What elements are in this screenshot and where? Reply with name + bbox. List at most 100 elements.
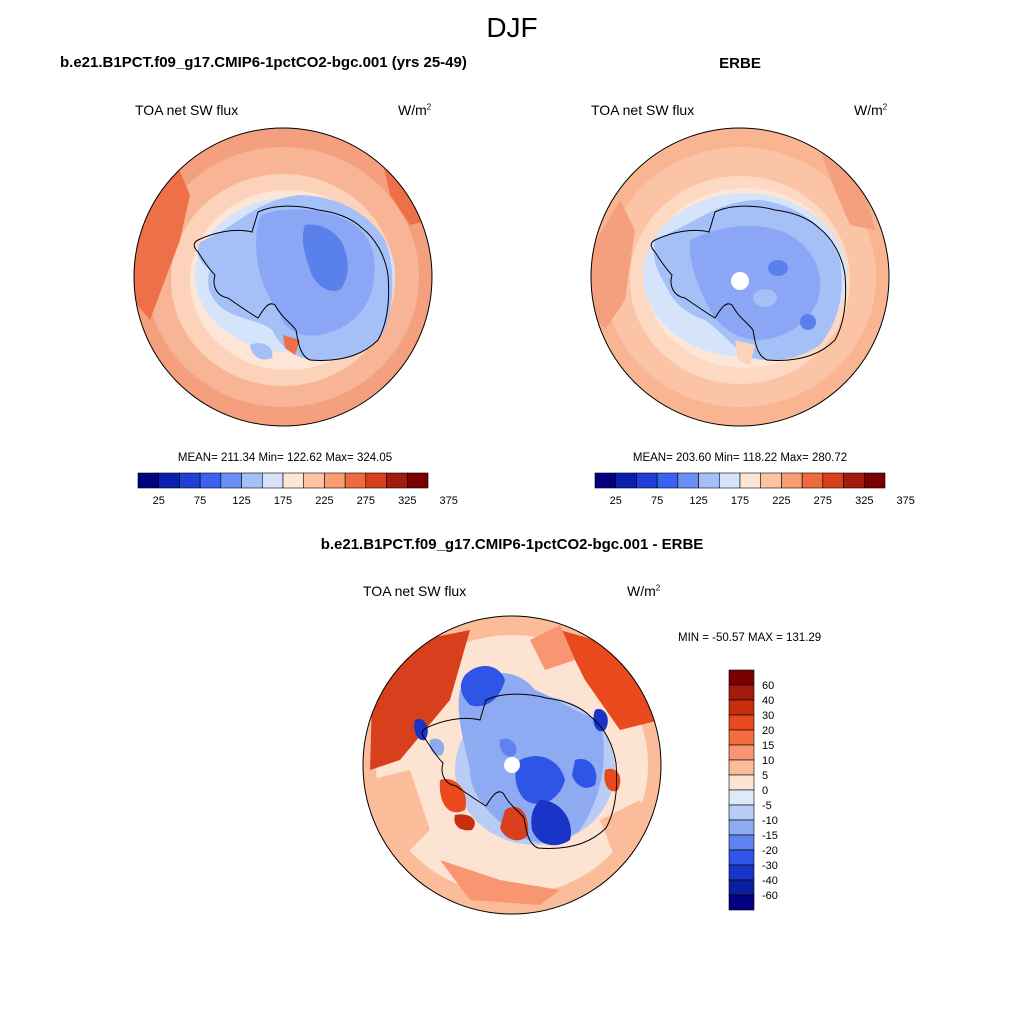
model-units-label: W/m2 (398, 102, 432, 118)
obs-colorbar-swatch (863, 472, 886, 489)
obs-units-label: W/m2 (854, 102, 888, 118)
model-colorbar-swatch (303, 472, 325, 489)
obs-colorbar-swatch (760, 472, 782, 489)
model-colorbar-tick-label: 375 (440, 495, 458, 507)
diff-panel-title: b.e21.B1PCT.f09_g17.CMIP6-1pctCO2-bgc.00… (320, 536, 704, 553)
model-colorbar-swatch (324, 472, 346, 489)
diff-colorbar-swatch (728, 684, 755, 701)
model-colorbar-tick-label: 325 (398, 495, 416, 507)
obs-colorbar-swatch (781, 472, 803, 489)
model-stats-text: MEAN= 211.34 Min= 122.62 Max= 324.05 (177, 452, 393, 464)
model-colorbar-swatch (282, 472, 305, 489)
diff-variable-label: TOA net SW flux (363, 583, 467, 599)
model-colorbar-swatch (137, 472, 160, 489)
diff-stats-text: MIN = -50.57 MAX = 131.29 (678, 632, 822, 644)
model-variable-label: TOA net SW flux (135, 102, 239, 118)
model-colorbar-swatch (344, 472, 367, 489)
obs-map-border (590, 127, 890, 427)
diff-colorbar-tick-label: 20 (762, 725, 774, 737)
diff-colorbar-tick-label: -60 (762, 890, 778, 902)
model-colorbar-tick-label: 75 (194, 495, 206, 507)
obs-colorbar-swatch (843, 472, 865, 489)
model-map-border (133, 127, 433, 427)
model-colorbar: 25 75 125 175 225 275 325 375 (137, 472, 458, 507)
model-colorbar-swatch (158, 472, 180, 489)
diff-colorbar-swatch (728, 879, 755, 896)
diff-colorbar-swatch (728, 804, 755, 821)
obs-colorbar-swatch (615, 472, 637, 489)
model-colorbar-tick-label: 175 (274, 495, 292, 507)
diff-colorbar-swatch (728, 729, 755, 746)
model-colorbar-swatch (261, 472, 284, 489)
obs-colorbar-tick-label: 75 (651, 495, 663, 507)
model-colorbar-tick-label: 25 (153, 495, 165, 507)
model-colorbar-swatch (179, 472, 201, 489)
model-polar-map (134, 128, 432, 426)
diff-colorbar-swatch (728, 744, 755, 761)
model-colorbar-tick-label: 225 (315, 495, 333, 507)
obs-antarctica-coastline (650, 205, 847, 361)
model-colorbar-swatch (220, 472, 242, 489)
obs-colorbar-swatch (698, 472, 720, 489)
obs-variable-label: TOA net SW flux (591, 102, 695, 118)
diff-colorbar-tick-label: -10 (762, 815, 778, 827)
diff-colorbar-swatch (728, 894, 755, 911)
obs-colorbar-tick-label: 325 (855, 495, 873, 507)
model-panel-title: b.e21.B1PCT.f09_g17.CMIP6-1pctCO2-bgc.00… (60, 54, 467, 71)
obs-colorbar-tick-label: 125 (689, 495, 707, 507)
diff-colorbar-swatch (728, 819, 755, 836)
model-colorbar-tick-label: 275 (357, 495, 375, 507)
model-colorbar-swatch (199, 472, 222, 489)
diff-colorbar-swatch (728, 774, 755, 791)
diff-units-label: W/m2 (627, 583, 661, 599)
diff-colorbar-tick-label: 15 (762, 740, 774, 752)
diff-colorbar-swatch (728, 864, 755, 881)
diff-map-border (362, 615, 662, 915)
diff-colorbar-swatch (728, 849, 755, 866)
obs-polar-map (591, 128, 889, 426)
diff-colorbar-swatch (728, 699, 755, 716)
diff-colorbar-tick-label: 30 (762, 710, 774, 722)
diff-colorbar-tick-label: -30 (762, 860, 778, 872)
diff-colorbar-swatch (728, 759, 755, 776)
obs-colorbar-tick-label: 275 (814, 495, 832, 507)
diff-colorbar-tick-label: 40 (762, 695, 774, 707)
diff-colorbar-tick-label: 10 (762, 755, 774, 767)
diff-colorbar-tick-label: 0 (762, 785, 768, 797)
figure-season-title: DJF (486, 12, 538, 43)
obs-stats-text: MEAN= 203.60 Min= 118.22 Max= 280.72 (632, 452, 848, 464)
diff-polar-map (363, 616, 661, 914)
diff-antarctica-coastline (421, 693, 618, 849)
model-antarctica-coastline (193, 205, 390, 361)
obs-colorbar-swatch (718, 472, 741, 489)
diff-colorbar-swatch (728, 714, 755, 731)
obs-colorbar-swatch (656, 472, 679, 489)
obs-colorbar: 25 75 125 175 225 275 325 375 (594, 472, 915, 507)
model-colorbar-swatch (386, 472, 408, 489)
obs-colorbar-swatch (822, 472, 844, 489)
obs-colorbar-swatch (594, 472, 617, 489)
obs-colorbar-swatch (677, 472, 699, 489)
obs-colorbar-tick-label: 375 (897, 495, 915, 507)
obs-colorbar-swatch (636, 472, 658, 489)
obs-colorbar-tick-label: 25 (610, 495, 622, 507)
diff-colorbar-tick-label: -15 (762, 830, 778, 842)
diff-colorbar-tick-label: 60 (762, 680, 774, 692)
diff-colorbar-tick-label: -20 (762, 845, 778, 857)
obs-colorbar-tick-label: 225 (772, 495, 790, 507)
obs-panel-title: ERBE (719, 55, 761, 72)
model-colorbar-tick-label: 125 (232, 495, 250, 507)
obs-colorbar-tick-label: 175 (731, 495, 749, 507)
diff-colorbar-swatch (728, 669, 755, 686)
diff-colorbar-tick-label: 5 (762, 770, 768, 782)
obs-colorbar-swatch (801, 472, 824, 489)
diff-colorbar-tick-label: -5 (762, 800, 772, 812)
model-colorbar-swatch (365, 472, 387, 489)
obs-colorbar-swatch (739, 472, 762, 489)
diff-colorbar-tick-label: -40 (762, 875, 778, 887)
diff-colorbar-swatch (728, 789, 755, 806)
model-colorbar-swatch (406, 472, 429, 489)
diff-colorbar-swatch (728, 834, 755, 851)
diff-colorbar: 60 40 30 20 15 10 5 0 -5 -10 -15 -20 -30 -40 -60 (728, 669, 778, 911)
